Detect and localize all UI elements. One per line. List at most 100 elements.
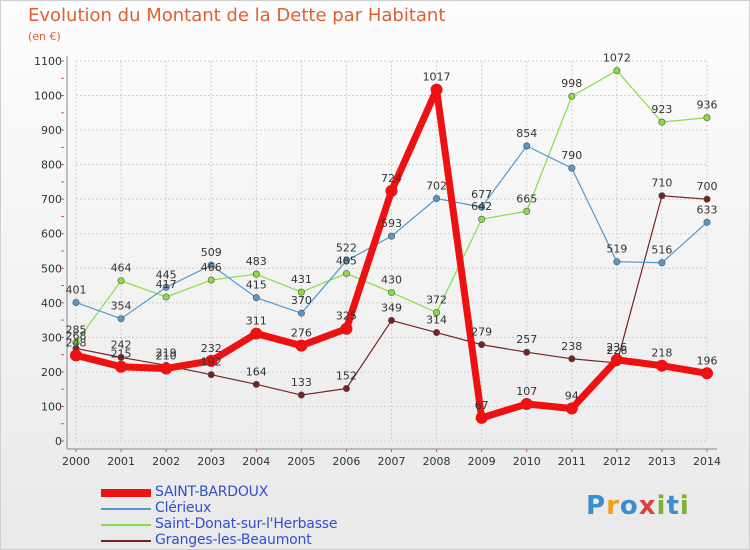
data-label: 325 [336,310,357,323]
data-point [568,355,576,363]
data-point [252,270,260,278]
data-label: 854 [516,127,537,140]
data-label: 642 [471,200,492,213]
data-label: 790 [561,149,582,162]
y-tick-label: 500 [41,262,62,275]
data-label: 235 [606,341,627,354]
data-label: 133 [291,376,312,389]
y-tick-label: 900 [41,124,62,137]
data-label: 485 [336,254,357,267]
data-point [523,207,531,215]
data-label: 1072 [603,52,631,65]
data-label: 509 [201,246,222,259]
data-label: 107 [516,385,537,398]
data-point [523,142,531,150]
data-label: 665 [516,192,537,205]
data-label: 192 [201,356,222,369]
data-label: 516 [651,244,672,257]
x-tick-label: 2010 [513,455,541,468]
legend-swatch [101,524,151,526]
data-point [297,309,305,317]
data-point [205,354,218,367]
data-point [342,269,350,277]
x-tick-label: 2003 [197,455,225,468]
data-label: 633 [697,203,718,216]
y-tick-label: 200 [41,366,62,379]
legend-swatch [101,540,151,542]
data-label: 219 [156,346,177,359]
data-point [295,339,308,352]
unit-label: (en €) [28,30,61,43]
data-point [568,92,576,100]
legend-swatch [101,489,151,497]
data-label: 242 [111,338,132,351]
data-label: 210 [156,349,177,362]
data-point [162,283,170,291]
data-label: 522 [336,242,357,255]
data-point [342,257,350,265]
x-tick-label: 2002 [152,455,180,468]
data-label: 1017 [423,71,451,84]
data-label: 923 [651,103,672,116]
x-tick-label: 2005 [287,455,315,468]
data-point [703,195,711,203]
data-point [252,294,260,302]
data-label: 710 [651,177,672,190]
y-tick-label: 300 [41,331,62,344]
y-tick-label: 0 [55,435,62,448]
x-tick-label: 2006 [332,455,360,468]
data-label: 700 [697,180,718,193]
x-tick-label: 2007 [378,455,406,468]
x-tick-label: 2001 [107,455,135,468]
legend-label: Saint-Donat-sur-l'Herbasse [155,516,338,532]
data-point [610,353,623,366]
data-point [701,367,713,380]
data-label: 370 [291,294,312,307]
data-point [703,218,711,226]
data-label: 430 [381,273,402,286]
data-label: 67 [475,399,489,412]
data-label: 218 [651,347,672,360]
data-point [342,384,350,392]
data-label: 152 [336,369,357,382]
data-label: 276 [291,327,312,340]
data-label: 215 [111,348,132,361]
data-point [658,118,666,126]
data-label: 593 [381,217,402,230]
y-tick-label: 400 [41,297,62,310]
legend-label: SAINT-BARDOUX [155,484,269,500]
data-point [70,349,82,362]
y-tick-label: 600 [41,228,62,241]
data-point [387,316,395,324]
data-label: 702 [426,179,447,192]
data-label: 431 [291,273,312,286]
logo-letter: t [666,491,680,521]
data-point [117,315,125,323]
data-point [162,293,170,301]
data-label: 268 [66,329,87,342]
data-point [565,402,578,415]
data-label: 257 [516,333,537,346]
logo-letter: x [638,491,657,521]
data-label: 94 [565,390,579,403]
series-points [70,67,713,424]
data-point [613,258,621,266]
data-point [115,360,128,373]
data-point [433,329,441,337]
data-point [655,359,668,372]
data-point [613,67,621,75]
proxiti-logo: Proxiti [586,491,690,521]
data-label: 232 [201,342,222,355]
data-point [433,308,441,316]
x-tick-label: 2011 [558,455,586,468]
data-label: 311 [246,315,267,328]
data-point [478,203,486,211]
data-label: 466 [201,261,222,274]
x-tick-label: 2008 [423,455,451,468]
data-label: 415 [246,279,267,292]
legend-label: Clérieux [155,500,212,516]
logo-letter: r [606,491,620,521]
data-point [387,232,395,240]
data-labels: 248 215 210 232 311 276 325 724 1017 67 107 94 235 21… [66,52,718,412]
data-label: 445 [156,268,177,281]
